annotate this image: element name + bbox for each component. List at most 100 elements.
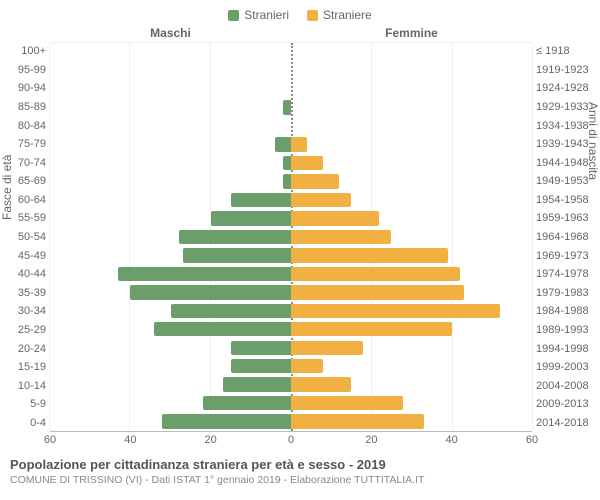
bar-row	[50, 154, 532, 172]
age-label: 80-84	[4, 116, 50, 135]
bar-female	[291, 137, 307, 151]
bar-male	[283, 156, 291, 170]
bar-female	[291, 174, 339, 188]
age-label: 0-4	[4, 414, 50, 433]
bar-male	[231, 341, 291, 355]
age-label: 85-89	[4, 98, 50, 117]
x-tick: 20	[365, 434, 377, 446]
bar-row	[50, 209, 532, 227]
bar-female	[291, 193, 351, 207]
bar-female	[291, 414, 424, 428]
header-female: Femmine	[291, 26, 532, 40]
birth-label: 1924-1928	[532, 79, 596, 98]
bar-female	[291, 285, 464, 299]
bar-female	[291, 341, 363, 355]
bar-row	[50, 43, 532, 61]
age-label: 90-94	[4, 79, 50, 98]
legend-male-swatch	[228, 10, 239, 21]
bar-male	[231, 359, 291, 373]
age-label: 95-99	[4, 61, 50, 80]
x-tick: 40	[446, 434, 458, 446]
column-headers: Maschi Femmine	[4, 26, 596, 40]
bar-row	[50, 320, 532, 338]
age-label: 5-9	[4, 395, 50, 414]
birth-label: 1974-1978	[532, 265, 596, 284]
legend-female-swatch	[307, 10, 318, 21]
bar-male	[130, 285, 291, 299]
bar-male	[154, 322, 291, 336]
bar-male	[231, 193, 291, 207]
x-axis: 6040200 204060	[4, 434, 596, 447]
birth-label: 1999-2003	[532, 358, 596, 377]
birth-label: 2014-2018	[532, 414, 596, 433]
bar-row	[50, 228, 532, 246]
bar-female	[291, 248, 448, 262]
birth-label: 1989-1993	[532, 321, 596, 340]
bar-row	[50, 394, 532, 412]
bar-row	[50, 80, 532, 98]
age-label: 75-79	[4, 135, 50, 154]
age-label: 40-44	[4, 265, 50, 284]
y-axis-right-label: Anni di nascita	[586, 102, 600, 180]
bar-row	[50, 172, 532, 190]
bar-row	[50, 135, 532, 153]
footer: Popolazione per cittadinanza straniera p…	[4, 457, 596, 486]
bar-row	[50, 339, 532, 357]
bar-male	[283, 100, 291, 114]
bar-row	[50, 412, 532, 430]
legend-female: Straniere	[307, 8, 372, 22]
legend-female-label: Straniere	[323, 8, 372, 22]
bar-female	[291, 156, 323, 170]
age-label: 15-19	[4, 358, 50, 377]
bar-male	[223, 377, 291, 391]
bar-row	[50, 302, 532, 320]
age-label: 20-24	[4, 339, 50, 358]
x-tick: 60	[526, 434, 538, 446]
plot-area: 100+95-9990-9485-8980-8475-7970-7465-696…	[4, 42, 596, 432]
bar-female	[291, 230, 391, 244]
x-tick: 20	[205, 434, 217, 446]
bar-female	[291, 322, 452, 336]
bar-male	[183, 248, 291, 262]
birth-label: 1984-1988	[532, 302, 596, 321]
bar-female	[291, 211, 379, 225]
birth-label: 1959-1963	[532, 209, 596, 228]
legend: Stranieri Straniere	[4, 8, 596, 22]
birth-label: 1969-1973	[532, 246, 596, 265]
population-pyramid-chart: Fasce di età Anni di nascita Stranieri S…	[0, 0, 600, 500]
bar-female	[291, 267, 460, 281]
birth-label: 1954-1958	[532, 191, 596, 210]
x-tick: 40	[124, 434, 136, 446]
bar-male	[162, 414, 291, 428]
bar-male	[211, 211, 291, 225]
bar-male	[275, 137, 291, 151]
age-label: 35-39	[4, 284, 50, 303]
legend-male-label: Stranieri	[244, 8, 289, 22]
birth-label: 1979-1983	[532, 284, 596, 303]
y-axis-birth: ≤ 19181919-19231924-19281929-19331934-19…	[532, 42, 596, 432]
age-label: 30-34	[4, 302, 50, 321]
y-axis-age: 100+95-9990-9485-8980-8475-7970-7465-696…	[4, 42, 50, 432]
bar-male	[179, 230, 291, 244]
bar-female	[291, 377, 351, 391]
header-male: Maschi	[50, 26, 291, 40]
age-label: 25-29	[4, 321, 50, 340]
bar-male	[118, 267, 291, 281]
bar-row	[50, 117, 532, 135]
bar-row	[50, 357, 532, 375]
bar-row	[50, 191, 532, 209]
bar-row	[50, 61, 532, 79]
bar-row	[50, 246, 532, 264]
bar-row	[50, 265, 532, 283]
bar-row	[50, 283, 532, 301]
legend-male: Stranieri	[228, 8, 289, 22]
bar-row	[50, 98, 532, 116]
birth-label: ≤ 1918	[532, 42, 596, 61]
bar-male	[203, 396, 291, 410]
bar-male	[171, 304, 292, 318]
birth-label: 1994-1998	[532, 339, 596, 358]
birth-label: 2009-2013	[532, 395, 596, 414]
birth-label: 1964-1968	[532, 228, 596, 247]
chart-subtitle: COMUNE DI TRISSINO (VI) - Dati ISTAT 1° …	[10, 474, 590, 486]
bar-female	[291, 396, 403, 410]
